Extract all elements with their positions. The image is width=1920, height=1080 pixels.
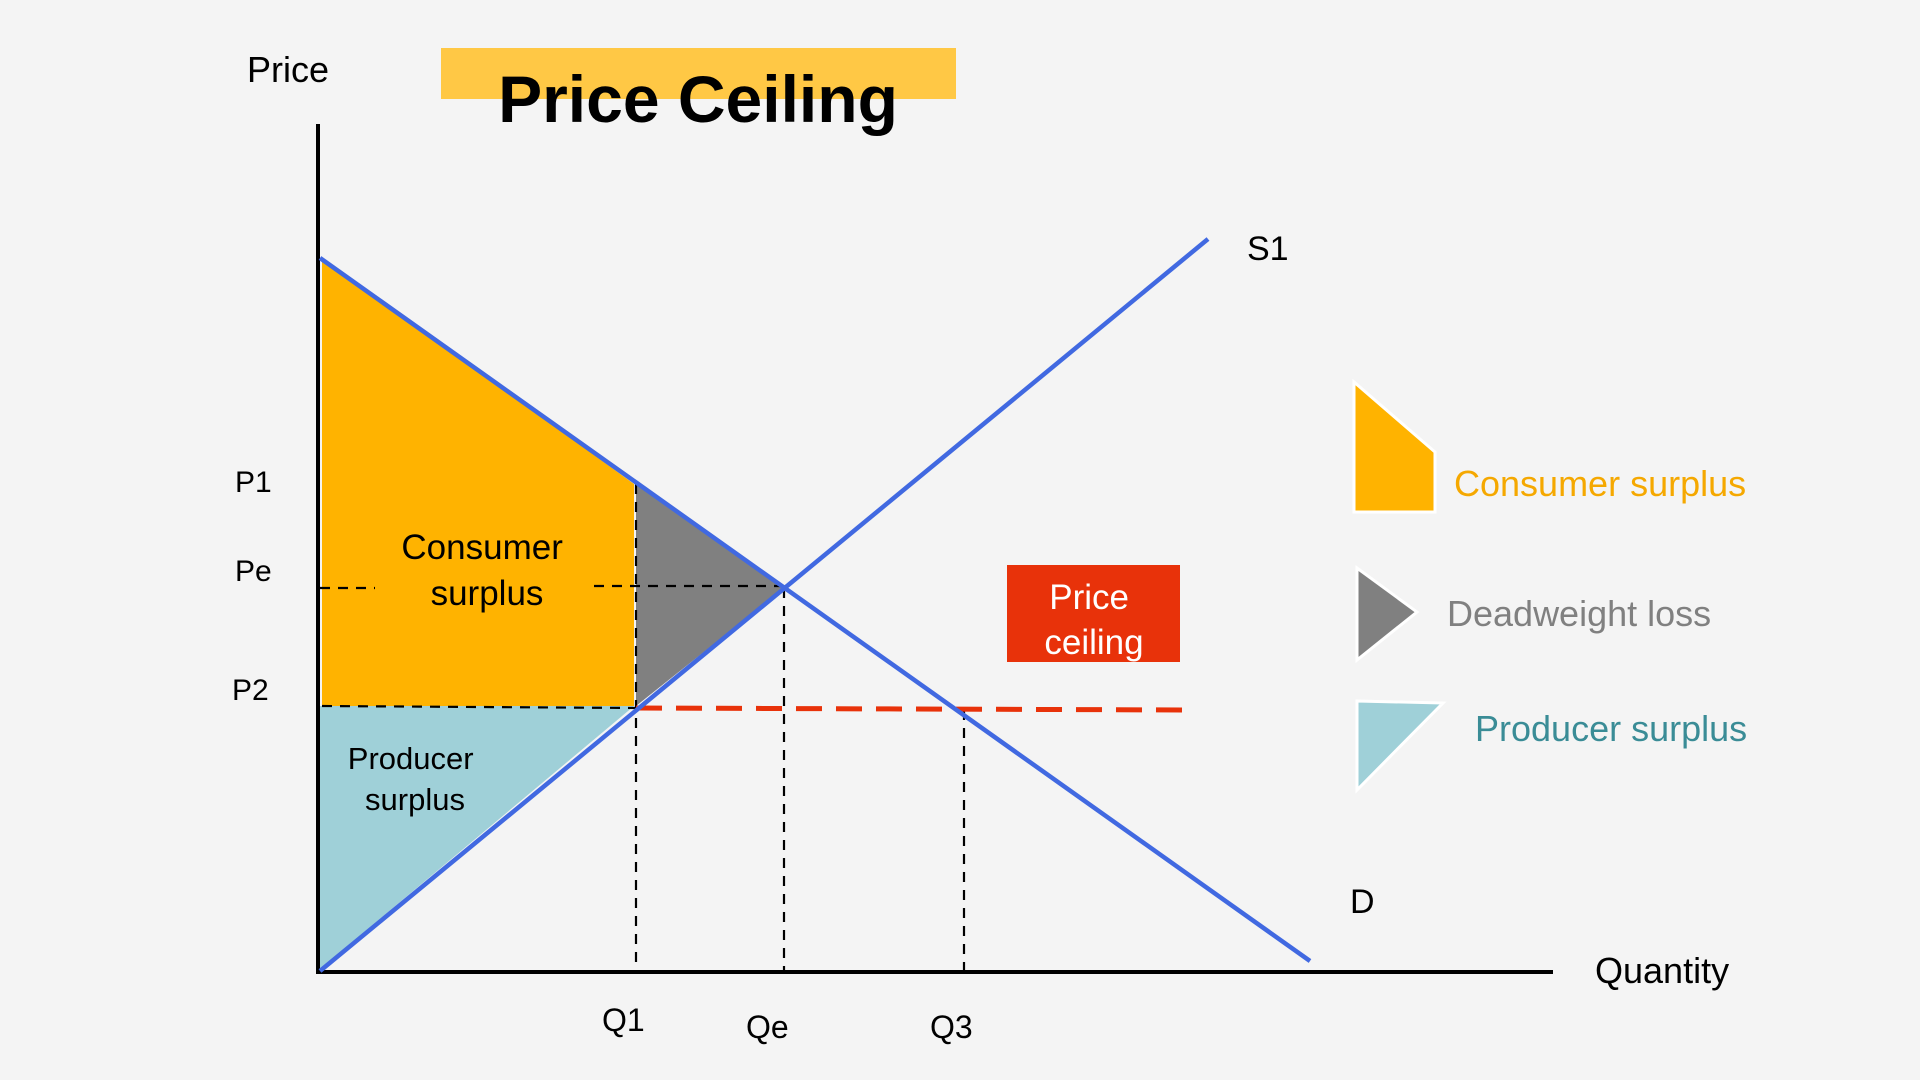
price-ceiling-box [1007,565,1180,662]
producer-surplus-text: Producer surplus [348,741,482,817]
p1-label: P1 [235,466,272,499]
consumer-surplus-line-1: Consumer [401,528,563,567]
consumer-surplus-line-2: surplus [431,574,544,613]
guide-lines [320,484,966,972]
legend-producer-swatch [1355,699,1447,794]
q3-label: Q3 [930,1009,973,1045]
title-highlight [441,48,956,99]
legend-producer-surplus: Producer surplus [1355,699,1747,794]
legend-consumer-surplus: Consumer surplus [1352,378,1746,514]
pe-label: Pe [235,555,272,588]
producer-surplus-line-2: surplus [365,782,465,817]
price-ceiling-line [635,705,1193,713]
price-ceiling-box-text: Price ceiling [1044,578,1143,662]
demand-curve [318,256,1312,963]
supply-label: S1 [1247,230,1289,268]
q1-label: Q1 [602,1002,645,1038]
supply-curve [318,237,1210,973]
consumer-surplus-text: Consumer surplus [401,528,572,613]
legend-deadweight-loss: Deadweight loss [1355,565,1711,664]
consumer-surplus-region [322,258,634,706]
demand-label: D [1350,883,1375,921]
p2-label: P2 [232,674,269,707]
legend-deadweight-swatch [1355,565,1420,664]
price-ceiling-box-line-2: ceiling [1044,623,1143,662]
y-axis-label: Price [247,49,329,90]
diagram-title: Price Ceiling [498,62,898,136]
producer-surplus-region [320,706,634,969]
producer-surplus-line-1: Producer [348,741,474,776]
legend-consumer-swatch [1352,378,1437,514]
deadweight-loss-region [636,484,784,706]
legend: Consumer surplus Deadweight loss Produce… [1352,378,1747,794]
qe-label: Qe [746,1009,789,1045]
price-ceiling-box-line-1: Price [1049,578,1129,617]
legend-consumer-label: Consumer surplus [1454,463,1746,504]
p2-guide [321,704,637,710]
x-axis-label: Quantity [1595,950,1729,991]
legend-producer-label: Producer surplus [1475,708,1747,749]
legend-deadweight-label: Deadweight loss [1447,593,1711,634]
